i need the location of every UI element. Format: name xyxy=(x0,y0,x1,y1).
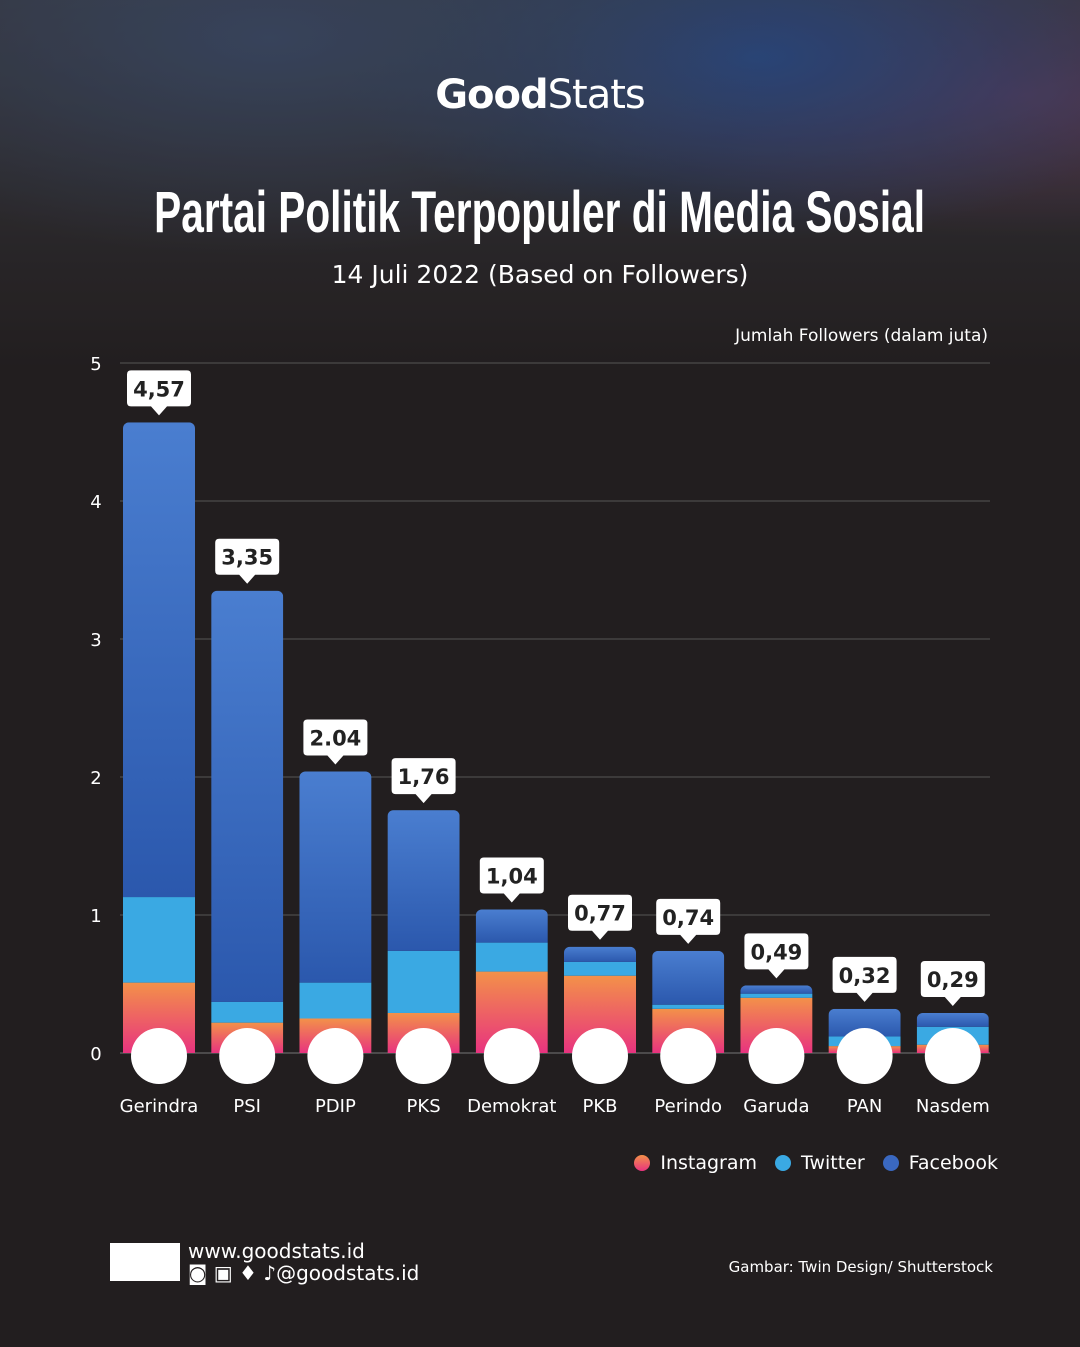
value-label: 0,74 xyxy=(662,906,714,930)
x-tick-label: Perindo xyxy=(654,1096,722,1117)
x-tick-label: PKS xyxy=(407,1096,441,1117)
party-logo-demokrat xyxy=(483,1028,540,1084)
bar-segment-facebook xyxy=(740,985,813,994)
stacked-bar-chart: 0 1 2 3 4 5 4,57 Gerindra 3,35 PSI 2.04 PDIP 1,76 PKS… xyxy=(90,354,990,1117)
x-tick-label: Nasdem xyxy=(916,1096,990,1117)
bar-segment-facebook xyxy=(475,909,548,943)
subtitle: 14 Juli 2022 (Based on Followers) xyxy=(331,260,749,289)
value-label: 4,57 xyxy=(133,377,185,401)
bar-segment-twitter xyxy=(652,1004,725,1009)
value-callout xyxy=(568,894,632,940)
legend-twitter: Twitter xyxy=(775,1152,865,1174)
bar-segment-facebook xyxy=(299,771,372,983)
logo-box xyxy=(110,1243,180,1281)
page-title: Partai Politik Terpopuler di Media Sosia… xyxy=(154,180,926,245)
value-label: 3,35 xyxy=(221,546,273,570)
x-tick-label: Demokrat xyxy=(467,1096,556,1117)
bar-segment-twitter xyxy=(299,982,372,1019)
value-callout xyxy=(744,933,809,979)
bar-segment-twitter xyxy=(740,993,813,998)
background-photo xyxy=(0,0,1080,380)
bar-segment-twitter xyxy=(387,950,460,1013)
party-logo-pan xyxy=(836,1028,893,1084)
value-callout xyxy=(479,857,544,903)
footer-brand: www.goodstats.id ◙ ▣ ♦ ♪@goodstats.id xyxy=(110,1240,419,1284)
social-handle[interactable]: @goodstats.id xyxy=(276,1261,420,1285)
legend: Instagram Twitter Facebook xyxy=(634,1152,998,1174)
value-callout xyxy=(127,370,191,416)
party-logo-garuda xyxy=(748,1028,805,1084)
bar-pdip xyxy=(299,771,372,1053)
bar-psi xyxy=(211,590,284,1053)
party-logo-gerindra xyxy=(131,1028,187,1084)
bar-segment-facebook xyxy=(916,1012,989,1027)
bar-segment-facebook xyxy=(123,422,195,898)
x-tick-label: PDIP xyxy=(315,1096,356,1117)
party-logo-pdip xyxy=(307,1028,364,1084)
value-callout xyxy=(215,538,280,584)
value-callout xyxy=(391,758,456,804)
party-logo-nasdem xyxy=(924,1028,981,1084)
bar-segment-twitter xyxy=(211,1001,284,1023)
value-label: 0,77 xyxy=(574,902,626,926)
value-label: 1,76 xyxy=(398,765,450,789)
social-icons: ◙ ▣ ♦ ♪ xyxy=(188,1261,277,1285)
bar-pks xyxy=(387,810,460,1053)
y-tick-label: 0 xyxy=(90,1044,101,1065)
legend-instagram: Instagram xyxy=(634,1152,757,1174)
goodstats-logo: GoodStats xyxy=(435,72,646,118)
title-container: Partai Politik Terpopuler di Media Sosia… xyxy=(0,178,1080,248)
y-tick-label: 5 xyxy=(90,354,101,375)
bar-gerindra xyxy=(123,422,195,1053)
value-label: 0,32 xyxy=(839,964,891,988)
legend-facebook: Facebook xyxy=(882,1152,998,1174)
y-tick-label: 2 xyxy=(90,768,101,789)
website-link[interactable]: www.goodstats.id xyxy=(188,1239,365,1263)
bar-segment-facebook xyxy=(211,590,284,1002)
value-callout xyxy=(832,956,897,1002)
x-tick-label: PSI xyxy=(233,1096,261,1117)
party-logo-pks xyxy=(395,1028,452,1084)
value-callout xyxy=(920,960,985,1006)
value-label: 1,04 xyxy=(486,864,538,888)
party-logo-perindo xyxy=(660,1028,717,1084)
value-label: 2.04 xyxy=(309,726,361,750)
x-tick-label: PAN xyxy=(847,1096,882,1117)
y-tick-label: 4 xyxy=(90,492,101,513)
value-callout xyxy=(303,719,368,765)
bar-segment-twitter xyxy=(564,961,636,976)
bar-segment-twitter xyxy=(123,897,195,983)
value-label: 0,49 xyxy=(750,940,802,964)
party-logo-psi xyxy=(219,1028,276,1084)
bar-segment-facebook xyxy=(387,810,460,951)
bar-segment-facebook xyxy=(652,950,725,1005)
x-tick-label: Garuda xyxy=(743,1096,809,1117)
party-logo-pkb xyxy=(572,1028,628,1084)
value-callout xyxy=(656,898,721,944)
bar-segment-twitter xyxy=(475,942,548,972)
y-tick-label: 1 xyxy=(90,906,101,927)
x-tick-label: Gerindra xyxy=(120,1096,199,1117)
image-credit: Gambar: Twin Design/ Shutterstock xyxy=(728,1258,993,1276)
y-axis-label: Jumlah Followers (dalam juta) xyxy=(735,326,988,346)
bar-perindo xyxy=(652,950,725,1053)
x-tick-label: PKB xyxy=(582,1096,617,1117)
y-tick-label: 3 xyxy=(90,630,101,651)
value-label: 0,29 xyxy=(927,968,979,992)
bar-segment-facebook xyxy=(564,946,636,962)
